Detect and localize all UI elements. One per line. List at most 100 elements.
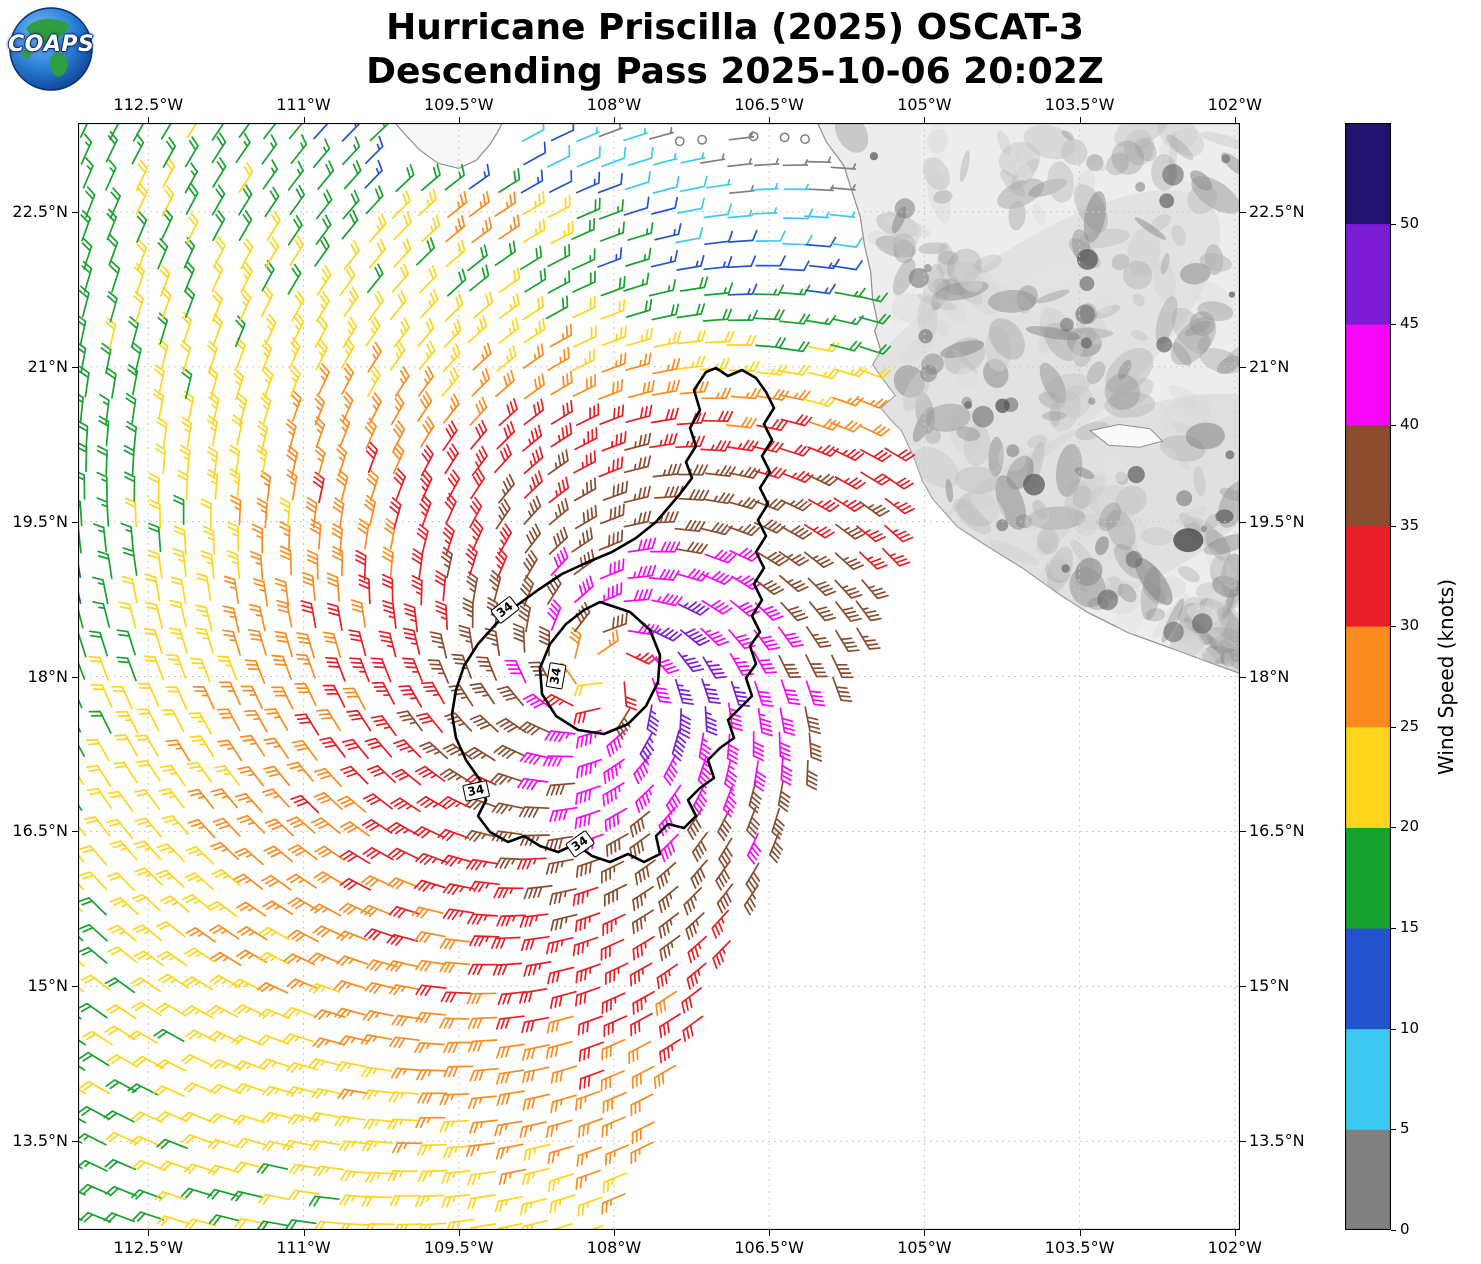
colorbar-bin <box>1345 525 1391 627</box>
wind-barb <box>185 845 215 865</box>
lat-tick-label: 22.5°N <box>1249 201 1305 221</box>
wind-barb <box>88 630 109 657</box>
wind-barb <box>444 163 466 191</box>
terrain-blob <box>1221 585 1238 621</box>
wind-barb <box>367 341 382 373</box>
wind-barb <box>492 962 523 976</box>
wind-barb <box>467 315 488 344</box>
terrain-blob <box>1055 443 1083 497</box>
wind-barb <box>264 313 277 346</box>
wind-barb <box>493 887 524 899</box>
tick-mark <box>1391 223 1396 225</box>
wind-barb <box>238 209 253 242</box>
wind-barb <box>315 189 333 220</box>
wind-barb <box>402 627 421 655</box>
tick-mark <box>769 117 771 123</box>
wind-barb <box>753 629 781 651</box>
wind-barb <box>233 873 264 891</box>
wind-barb <box>804 396 837 408</box>
wind-barb <box>782 234 813 246</box>
wind-barb <box>523 398 545 426</box>
wind-barb <box>466 992 497 1005</box>
lon-tick-label: 105°W <box>897 95 952 114</box>
terrain-blob <box>1104 391 1156 418</box>
wind-barb <box>415 984 447 997</box>
wind-barb <box>703 255 733 271</box>
wind-barb <box>230 494 242 526</box>
wind-barb <box>727 309 759 322</box>
wind-barb <box>350 599 366 628</box>
wind-barb <box>494 1120 523 1137</box>
wind-barb <box>652 463 682 478</box>
terrain-dark-spot <box>996 519 1009 532</box>
plot-title: Hurricane Priscilla (2025) OSCAT-3 Desce… <box>95 6 1375 94</box>
wind-barb <box>523 549 538 581</box>
wind-barb <box>630 1141 654 1165</box>
terrain-blob <box>1114 123 1168 148</box>
terrain-blob <box>1037 527 1059 555</box>
wind-barb <box>132 1211 165 1222</box>
wind-barb <box>312 138 331 168</box>
wind-barb <box>256 981 289 994</box>
wind-barb <box>124 497 137 528</box>
wind-barb <box>443 393 460 424</box>
wind-barb <box>473 291 494 319</box>
wind-barb <box>212 156 227 188</box>
terrain-blob <box>1094 304 1121 319</box>
wind-barb <box>577 1015 603 1036</box>
wind-barb <box>420 469 433 502</box>
terrain-dark-spot <box>908 268 929 288</box>
wind-barb <box>153 1028 185 1043</box>
wind-barb <box>362 1010 395 1022</box>
terrain-blob <box>1139 442 1178 459</box>
wind-barb <box>521 123 545 142</box>
wind-barb <box>105 367 117 399</box>
wind-barb <box>711 909 730 939</box>
wind-barb <box>370 715 397 737</box>
wind-barb <box>550 371 573 396</box>
terrain-blob <box>1059 384 1093 419</box>
wind-barb <box>159 265 171 297</box>
wind-barb <box>755 337 787 349</box>
wind-barb <box>648 568 680 581</box>
wind-barb <box>416 237 436 266</box>
wind-barb <box>703 492 735 505</box>
terrain-blob <box>951 348 979 375</box>
wind-barb <box>498 1168 527 1186</box>
wind-barb <box>520 834 551 846</box>
wind-barb <box>780 754 793 786</box>
wind-barb <box>115 710 139 734</box>
wind-barb <box>546 1015 574 1034</box>
wind-barb <box>247 629 267 656</box>
terrain-blob <box>1206 626 1240 663</box>
wind-barb <box>308 1139 341 1151</box>
wind-barb <box>549 1194 576 1214</box>
terrain-blob <box>1136 137 1152 150</box>
wind-barb <box>651 303 680 321</box>
wind-barb <box>340 1170 372 1182</box>
wind-barb <box>623 588 653 603</box>
wind-barb <box>318 363 330 395</box>
wind-barb <box>130 977 162 993</box>
wind-barb <box>326 572 340 603</box>
terrain-blob <box>1061 138 1088 166</box>
wind-barb <box>648 279 677 297</box>
wind-barb <box>153 1085 185 1098</box>
lon-tick-label: 111°W <box>276 1238 331 1257</box>
wind-barb <box>343 240 360 271</box>
wind-barb <box>600 938 625 961</box>
wind-barb <box>523 318 546 344</box>
lat-tick-label: 19.5°N <box>1249 511 1305 531</box>
wind-barb <box>340 765 369 785</box>
wind-barb <box>207 900 238 917</box>
wind-barb <box>181 894 212 911</box>
wind-barb <box>437 828 470 842</box>
wind-barb <box>288 1163 320 1175</box>
wind-barb <box>523 961 552 977</box>
wind-map-plot <box>78 123 1240 1230</box>
wind-barb <box>313 1165 345 1177</box>
wind-barb <box>600 860 625 884</box>
wind-barb <box>170 576 187 605</box>
terrain-blob <box>1036 539 1053 556</box>
